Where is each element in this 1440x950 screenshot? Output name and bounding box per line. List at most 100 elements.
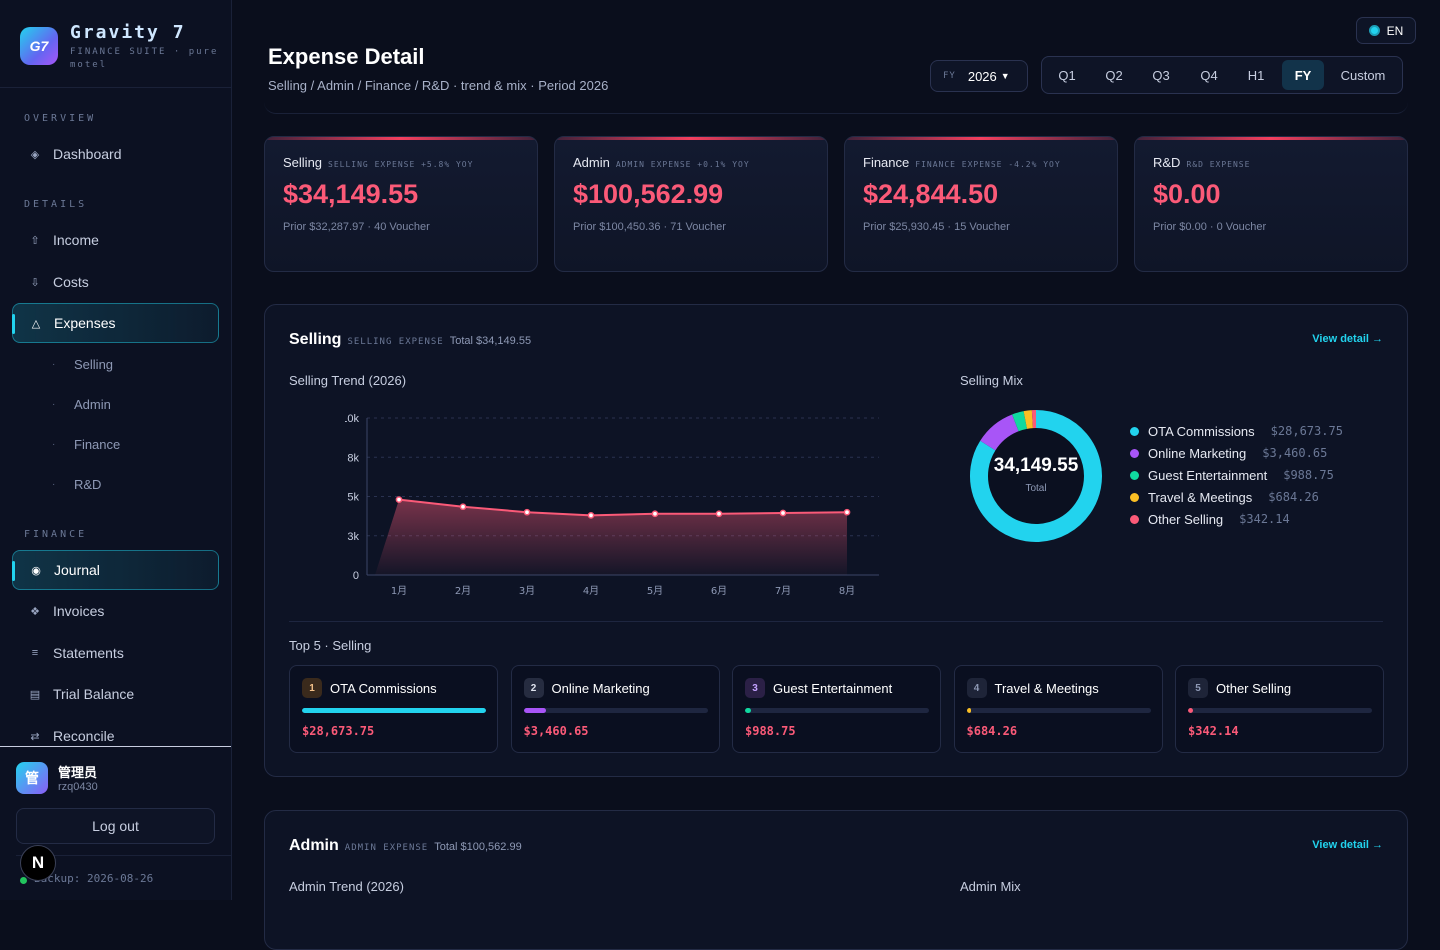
sidebar-item-label: Invoices — [53, 603, 104, 619]
sidebar-item-dashboard[interactable]: ◈ Dashboard — [12, 134, 219, 174]
dev-indicator-button[interactable]: N — [20, 845, 56, 881]
period-tabs: Q1 Q2 Q3 Q4 H1 FY Custom — [1041, 56, 1403, 94]
kpi-name: Selling — [283, 155, 322, 170]
section-overview: OVERVIEW — [24, 113, 96, 124]
donut-slice[interactable] — [1025, 419, 1032, 420]
sidebar-item-income[interactable]: ⇧ Income — [12, 220, 219, 260]
legend-label: Other Selling — [1148, 512, 1223, 527]
sidebar-item-journal[interactable]: ◉ Journal — [12, 550, 219, 590]
divider — [289, 621, 1383, 622]
dot-icon: ◉ — [29, 564, 43, 577]
view-detail-link[interactable]: View detail → — [1312, 839, 1383, 851]
share-bar — [524, 708, 708, 713]
legend-swatch — [1130, 449, 1139, 458]
legend-item[interactable]: Online Marketing$3,460.65 — [1130, 444, 1327, 462]
top-item-name: Travel & Meetings — [995, 681, 1099, 696]
fiscal-year-select[interactable]: FY 2026 ▼ — [930, 60, 1028, 92]
sidebar-subitem-rnd[interactable]: ·R&D — [52, 477, 101, 492]
trend-point[interactable] — [844, 510, 849, 515]
x-tick-label: 8月 — [839, 585, 855, 597]
kpi-value: $24,844.50 — [863, 179, 998, 210]
panel-tag: ADMIN EXPENSE — [345, 843, 428, 853]
sidebar-subitem-finance[interactable]: ·Finance — [52, 437, 120, 452]
kpi-name: R&D — [1153, 155, 1180, 170]
panel-name: Selling — [289, 331, 341, 348]
trend-point[interactable] — [716, 511, 721, 516]
page-title: Expense Detail — [268, 44, 425, 70]
brand-name: Gravity 7 — [70, 22, 186, 43]
kpi-name: Admin — [573, 155, 610, 170]
x-tick-label: 5月 — [647, 585, 663, 597]
sidebar-item-trial-balance[interactable]: ▤ Trial Balance — [12, 674, 219, 714]
sidebar-subitem-admin[interactable]: ·Admin — [52, 397, 111, 412]
legend-item[interactable]: Travel & Meetings$684.26 — [1130, 488, 1319, 506]
x-tick-label: 1月 — [391, 585, 407, 597]
trend-point[interactable] — [460, 504, 465, 509]
sidebar-item-invoices[interactable]: ❖ Invoices — [12, 591, 219, 631]
x-tick-label: 7月 — [775, 585, 791, 597]
x-tick-label: 3月 — [519, 585, 535, 597]
tab-custom[interactable]: Custom — [1330, 60, 1396, 90]
bullet-icon: · — [52, 479, 74, 490]
user-id: rzq0430 — [58, 781, 98, 793]
legend-item[interactable]: Other Selling$342.14 — [1130, 510, 1290, 528]
top-item-value: $342.14 — [1188, 724, 1239, 738]
trend-point[interactable] — [396, 497, 401, 502]
sidebar-item-statements[interactable]: ≡ Statements — [12, 633, 219, 673]
sidebar-item-label: Reconcile — [53, 728, 114, 744]
tab-q4[interactable]: Q4 — [1188, 60, 1230, 90]
rank-badge: 3 — [745, 678, 765, 698]
brand: G7 Gravity 7 FINANCE SUITE · pure motel — [0, 0, 231, 88]
brand-subtitle: FINANCE SUITE · pure motel — [70, 46, 220, 72]
sidebar-subitem-selling[interactable]: ·Selling — [52, 357, 113, 372]
sidebar-item-expenses[interactable]: △ Expenses — [12, 303, 219, 343]
chevron-down-icon: ▼ — [1001, 71, 1010, 81]
kpi-value: $0.00 — [1153, 179, 1221, 210]
brand-logo[interactable]: G7 — [20, 27, 58, 65]
grid-icon: ▤ — [28, 688, 42, 701]
avatar[interactable]: 管 — [16, 762, 48, 794]
donut-slice[interactable] — [1015, 420, 1025, 423]
kpi-tag: R&D EXPENSE — [1186, 160, 1250, 169]
mix-chart-title: Admin Mix — [960, 879, 1021, 894]
kpi-prior: Prior $100,450.36 · 71 Voucher — [573, 221, 726, 233]
top-item-name: Guest Entertainment — [773, 681, 892, 696]
view-detail-link[interactable]: View detail → — [1312, 333, 1383, 345]
tab-q1[interactable]: Q1 — [1046, 60, 1088, 90]
arrow-up-icon: ⇧ — [28, 234, 42, 247]
trend-point[interactable] — [652, 511, 657, 516]
panel-name: Admin — [289, 837, 339, 854]
tab-q2[interactable]: Q2 — [1093, 60, 1135, 90]
sidebar-item-label: Trial Balance — [53, 686, 134, 702]
legend-item[interactable]: OTA Commissions$28,673.75 — [1130, 422, 1343, 440]
legend-label: Travel & Meetings — [1148, 490, 1252, 505]
logout-button[interactable]: Log out — [16, 808, 215, 844]
trend-point[interactable] — [780, 510, 785, 515]
trend-chart-title: Admin Trend (2026) — [289, 879, 404, 894]
share-bar — [967, 708, 1151, 713]
legend-item[interactable]: Guest Entertainment$988.75 — [1130, 466, 1334, 484]
trend-area — [375, 500, 847, 575]
trend-point[interactable] — [588, 513, 593, 518]
top5-title: Top 5 · Selling — [289, 638, 371, 653]
tab-q3[interactable]: Q3 — [1140, 60, 1182, 90]
sidebar-item-label: Income — [53, 232, 99, 248]
tab-fy[interactable]: FY — [1282, 60, 1324, 90]
top-item-value: $28,673.75 — [302, 724, 374, 738]
tab-h1[interactable]: H1 — [1235, 60, 1277, 90]
share-bar — [302, 708, 486, 713]
sidebar-item-costs[interactable]: ⇩ Costs — [12, 262, 219, 302]
trend-point[interactable] — [524, 510, 529, 515]
kpi-tag: ADMIN EXPENSE +0.1% YOY — [616, 160, 750, 169]
